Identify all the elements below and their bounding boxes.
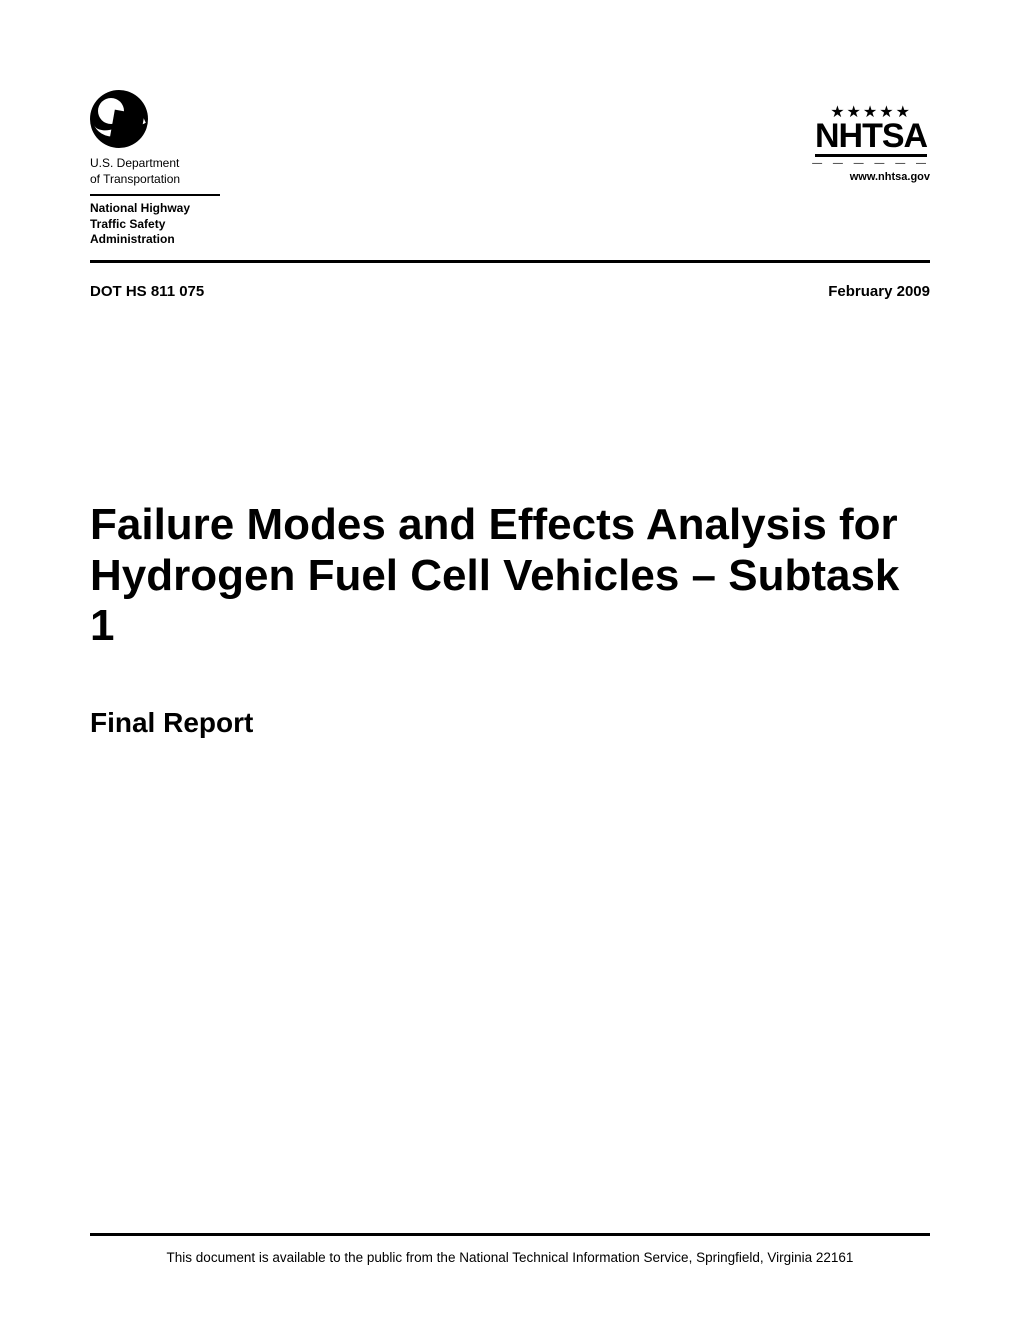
dept-name: U.S. Department of Transportation xyxy=(90,156,220,187)
agency-line2: Traffic Safety xyxy=(90,217,165,231)
document-number: DOT HS 811 075 xyxy=(90,283,204,300)
document-date: February 2009 xyxy=(828,283,930,300)
header-row: U.S. Department of Transportation Nation… xyxy=(90,90,930,248)
agency-line3: Administration xyxy=(90,232,175,246)
dot-logo-icon xyxy=(90,90,148,148)
nhtsa-logo-block: ★★★★★ NHTSA — — — — — — www.nhtsa.gov xyxy=(812,105,930,183)
dept-line2: of Transportation xyxy=(90,172,180,186)
nhtsa-wordmark: NHTSA xyxy=(815,121,927,157)
subtitle: Final Report xyxy=(90,707,930,739)
dept-line1: U.S. Department xyxy=(90,156,179,170)
nhtsa-url: www.nhtsa.gov xyxy=(850,171,930,183)
title-section: Failure Modes and Effects Analysis for H… xyxy=(90,500,930,739)
footer-rule xyxy=(90,1233,930,1236)
meta-row: DOT HS 811 075 February 2009 xyxy=(90,283,930,300)
nhtsa-dashes: — — — — — — xyxy=(812,159,930,169)
footer-text: This document is available to the public… xyxy=(90,1250,930,1265)
agency-name: National Highway Traffic Safety Administ… xyxy=(90,201,220,248)
header-rule xyxy=(90,260,930,263)
main-title: Failure Modes and Effects Analysis for H… xyxy=(90,500,930,652)
dot-logo-block: U.S. Department of Transportation Nation… xyxy=(90,90,220,248)
agency-line1: National Highway xyxy=(90,201,190,215)
agency-divider xyxy=(90,194,220,196)
footer-area: This document is available to the public… xyxy=(90,1233,930,1265)
